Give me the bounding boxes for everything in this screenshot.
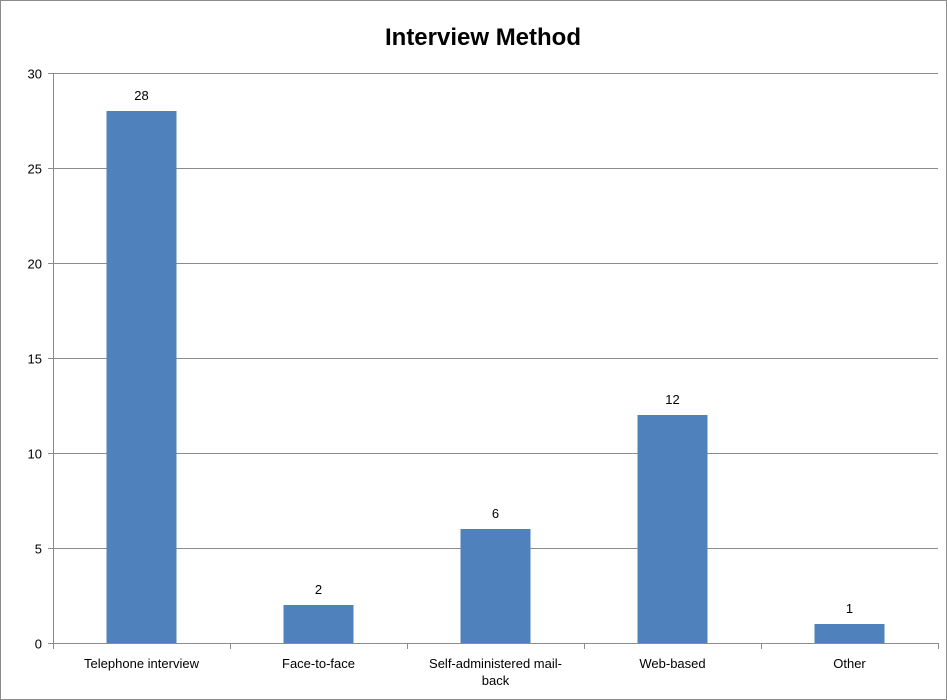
- bar: [460, 529, 531, 643]
- bar: [106, 111, 177, 643]
- y-tick-label: 20: [28, 257, 42, 272]
- data-label: 2: [315, 582, 322, 597]
- data-label: 1: [846, 601, 853, 616]
- bar: [637, 415, 708, 643]
- data-label: 12: [665, 392, 679, 407]
- x-tick-label: Telephone interview: [84, 656, 200, 671]
- y-tick-label: 0: [35, 637, 42, 652]
- y-tick-label: 10: [28, 447, 42, 462]
- y-tick-label: 25: [28, 162, 42, 177]
- axes: 0 5 10 15 20 25 30 Telephone interview Face-to-f…: [28, 67, 939, 688]
- chart-title: Interview Method: [385, 24, 581, 51]
- y-tick-label: 5: [35, 542, 42, 557]
- x-tick-label: Other: [833, 656, 866, 671]
- data-labels: 28 2 6 12 1: [134, 88, 853, 616]
- bar: [283, 605, 354, 643]
- y-tick-label: 15: [28, 352, 42, 367]
- x-tick-label: Web-based: [639, 656, 705, 671]
- data-label: 6: [492, 506, 499, 521]
- data-label: 28: [134, 88, 148, 103]
- bars: [106, 111, 885, 643]
- x-tick-label: Self-administered mail-back: [429, 656, 562, 688]
- y-tick-label: 30: [28, 67, 42, 82]
- bar: [814, 624, 885, 643]
- x-tick-label: Face-to-face: [282, 656, 355, 671]
- gridlines: [53, 73, 938, 549]
